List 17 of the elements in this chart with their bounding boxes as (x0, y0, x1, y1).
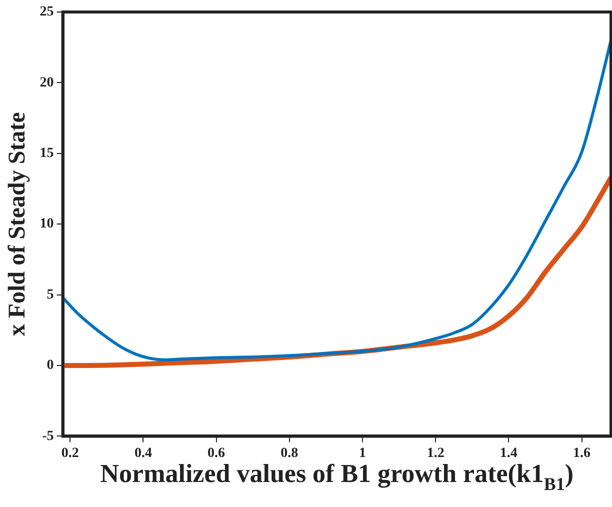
x-tick-label: 1.2 (426, 446, 444, 462)
line-series (62, 38, 611, 362)
y-tick-label: 0 (46, 358, 54, 374)
y-tick-label: 15 (40, 146, 54, 162)
y-axis-title: x Fold of Steady State (4, 112, 31, 336)
x-tick-label: 1.4 (500, 446, 518, 462)
x-tick-label: 0.8 (280, 446, 298, 462)
y-tick-label: 10 (40, 216, 54, 232)
y-tick-label: 20 (40, 75, 54, 90)
x-tick-label: 0.2 (61, 446, 79, 462)
x-tick-label: 1 (358, 446, 366, 462)
y-tick-label: 25 (40, 4, 54, 20)
x-tick-label: 0.6 (208, 446, 226, 462)
y-tick-label: 5 (46, 287, 54, 302)
x-tick-label: 0.4 (134, 446, 152, 462)
x-tick-label: 1.6 (573, 446, 591, 462)
y-tick-label: -5 (42, 428, 54, 444)
